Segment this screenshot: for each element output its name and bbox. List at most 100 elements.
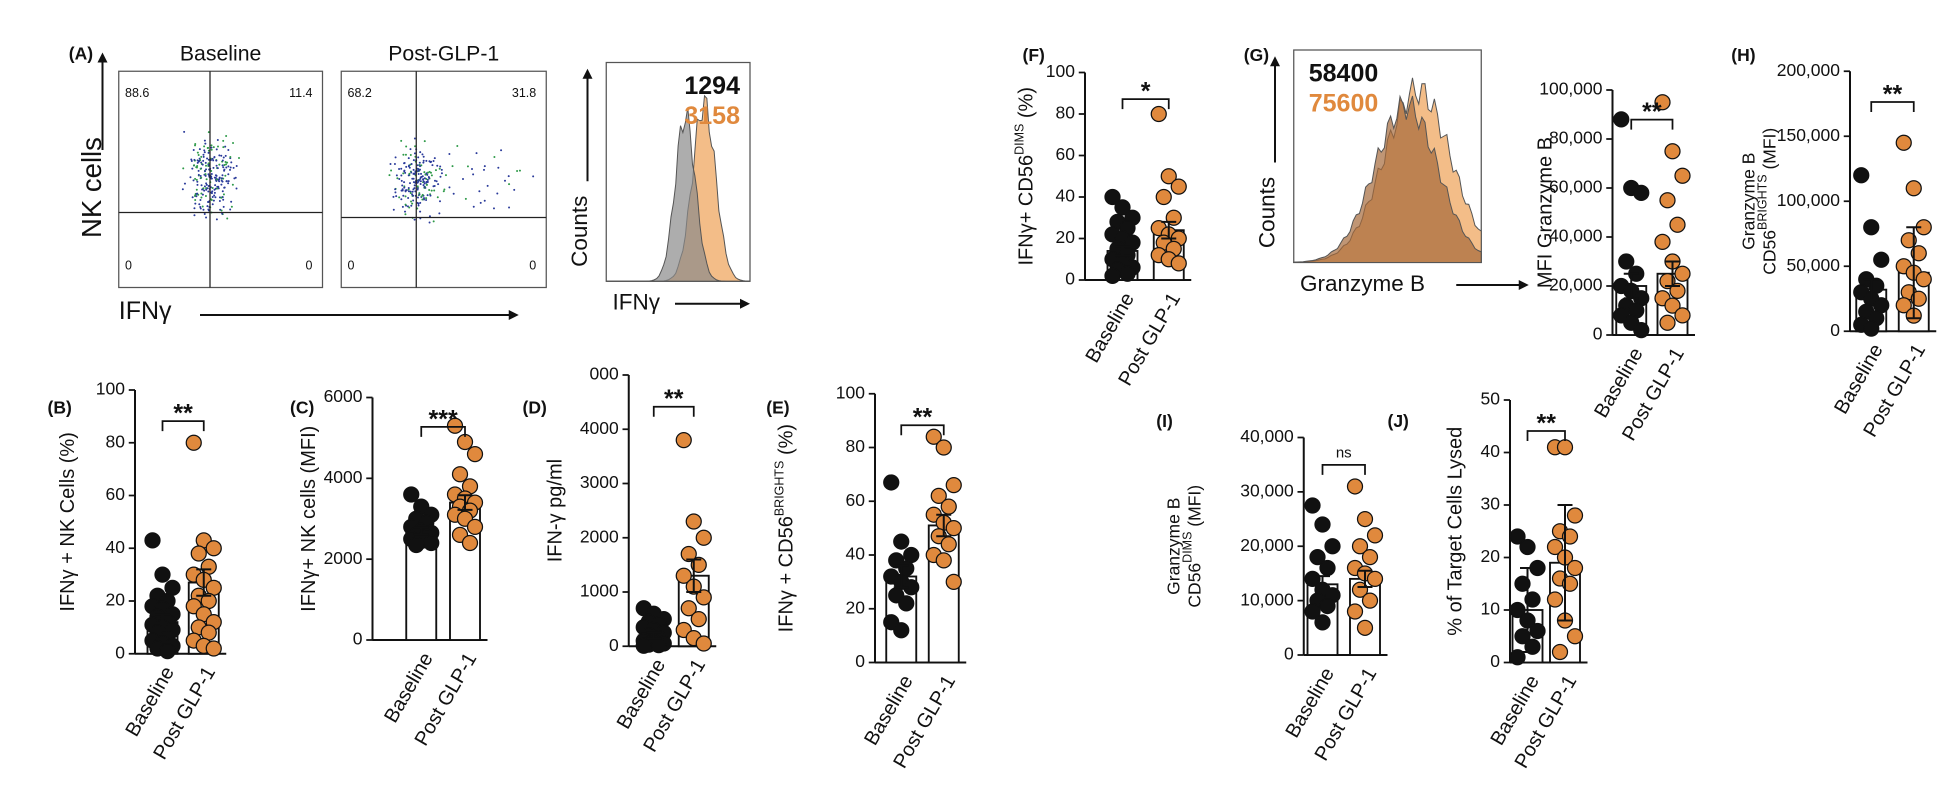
event-dot	[433, 185, 436, 188]
event-dot	[430, 174, 433, 177]
event-dot	[400, 167, 403, 170]
data-point	[945, 477, 962, 494]
data-point	[1304, 603, 1321, 620]
y-axis-label-part: MFI Granzyme B	[1535, 137, 1557, 288]
event-dot	[196, 151, 199, 154]
event-dot	[196, 183, 199, 186]
data-point	[1664, 297, 1681, 314]
event-dot	[419, 210, 422, 213]
event-dot	[213, 176, 216, 179]
event-dot	[204, 173, 207, 176]
event-dot	[401, 184, 404, 187]
y-axis-label: % of Target Cells Lysed	[1445, 427, 1467, 636]
event-dot	[193, 207, 196, 210]
data-point	[1319, 559, 1336, 577]
data-point	[695, 529, 712, 546]
data-point	[1119, 265, 1136, 282]
quadrant-value: 0	[306, 259, 313, 273]
event-dot	[182, 167, 185, 170]
event-dot	[404, 171, 407, 174]
y-tick-label: 60,000	[1549, 177, 1603, 197]
event-dot	[417, 156, 420, 159]
significance: *	[1141, 77, 1151, 105]
x-axis-label: IFNγ	[119, 297, 172, 325]
event-dot	[210, 172, 213, 175]
event-dot	[440, 168, 443, 171]
event-dot	[220, 177, 223, 180]
data-point	[1910, 245, 1927, 262]
y-tick-label: 10	[1481, 599, 1501, 619]
event-dot	[483, 199, 486, 202]
event-dot	[438, 200, 441, 203]
event-dot	[432, 159, 435, 162]
event-dot	[190, 160, 193, 163]
event-dot	[507, 175, 510, 178]
event-dot	[205, 216, 208, 219]
event-dot	[404, 203, 407, 206]
y-tick-label: 0	[855, 651, 865, 671]
data-point	[695, 635, 712, 652]
data-point	[685, 513, 702, 530]
event-dot	[428, 215, 431, 218]
data-point	[1514, 628, 1531, 645]
quadrant-value: 11.4	[289, 86, 312, 100]
significance-bracket	[1630, 118, 1674, 130]
y-tick-label: 100	[836, 382, 865, 402]
event-dot	[430, 189, 433, 192]
data-point	[451, 466, 469, 483]
data-point	[1514, 575, 1531, 592]
event-dot	[229, 156, 232, 159]
event-dot	[230, 200, 233, 203]
event-dot	[234, 176, 237, 179]
event-dot	[486, 184, 489, 187]
event-dot	[410, 204, 413, 207]
event-dot	[205, 178, 208, 181]
event-dot	[227, 165, 230, 168]
event-dot	[221, 174, 224, 177]
event-dot	[439, 175, 442, 178]
event-dot	[464, 197, 467, 200]
event-dot	[417, 172, 420, 175]
event-dot	[216, 167, 219, 170]
y-tick-label: 40	[1481, 441, 1501, 461]
event-dot	[417, 169, 420, 172]
data-point	[1104, 188, 1121, 206]
data-point	[1351, 538, 1369, 555]
event-dot	[405, 165, 408, 168]
y-tick-label: 0	[353, 629, 363, 649]
event-dot	[214, 187, 217, 190]
y-axis-label-part: (%)	[776, 424, 798, 461]
event-dot	[403, 169, 406, 172]
y-tick-label: 100,000	[1539, 79, 1603, 99]
quadrant-value: 88.6	[125, 86, 149, 100]
event-dot	[402, 172, 405, 175]
event-dot	[500, 149, 503, 152]
event-dot	[409, 153, 412, 156]
event-dot	[221, 159, 224, 162]
y-tick-label: 30	[1481, 494, 1501, 514]
data-point	[935, 439, 952, 456]
event-dot	[413, 184, 416, 187]
event-dot	[221, 164, 224, 167]
event-dot	[210, 146, 213, 149]
event-dot	[216, 139, 219, 142]
data-point	[1314, 516, 1331, 533]
y-tick-label: 60	[846, 490, 866, 510]
event-dot	[213, 191, 216, 194]
event-dot	[420, 172, 423, 175]
y-tick-label: 60	[1056, 144, 1076, 164]
event-dot	[424, 173, 427, 176]
event-dot	[197, 169, 200, 172]
y-tick-label: 20	[1056, 227, 1076, 247]
event-dot	[456, 144, 459, 147]
data-point	[1561, 575, 1579, 592]
event-dot	[425, 198, 428, 201]
event-dot	[194, 144, 197, 147]
event-dot	[443, 188, 446, 191]
y-tick-label: 80	[1056, 103, 1076, 123]
event-dot	[218, 178, 221, 181]
event-dot	[223, 168, 226, 171]
event-dot	[420, 175, 423, 178]
event-dot	[189, 176, 192, 179]
y-tick-label: 30,000	[1240, 481, 1294, 501]
